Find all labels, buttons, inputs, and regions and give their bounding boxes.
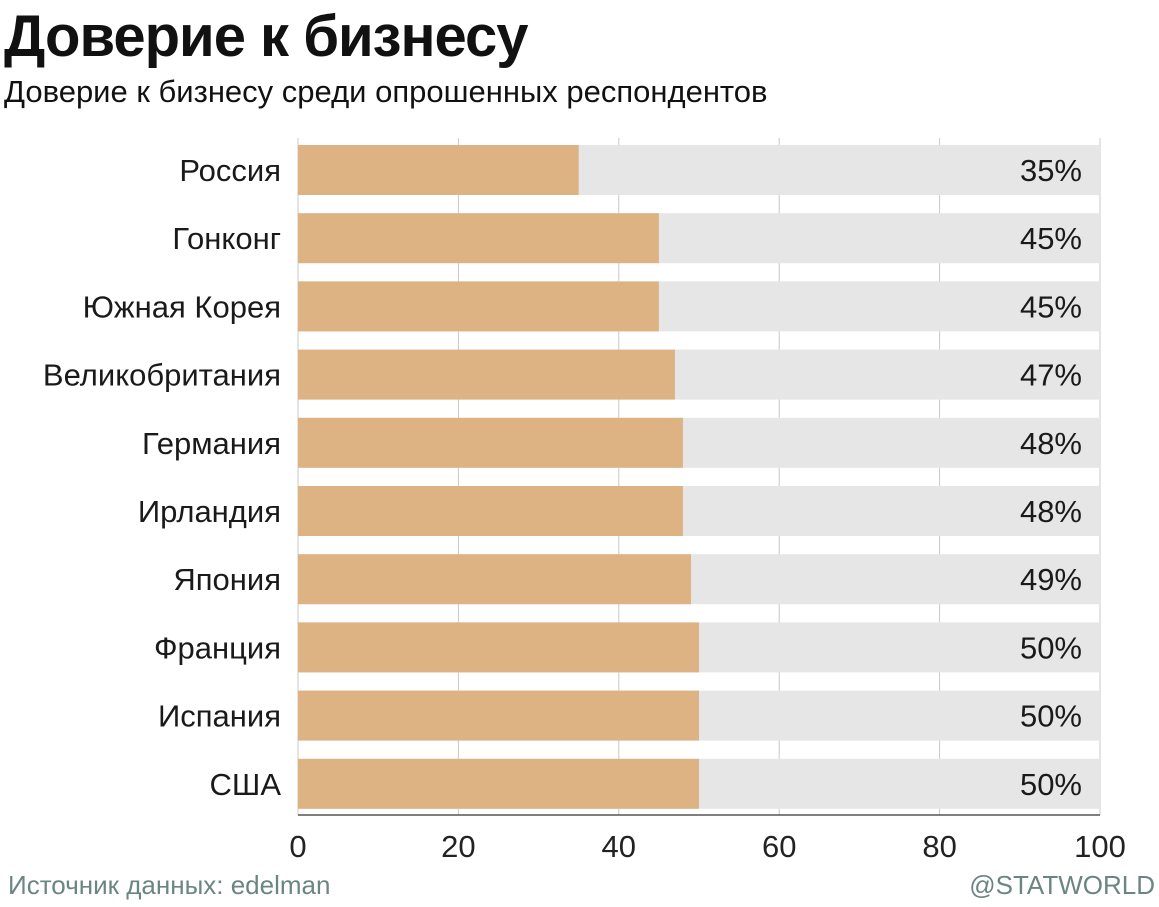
category-label: Япония <box>173 562 281 597</box>
category-label: США <box>210 767 282 802</box>
data-label: 50% <box>1020 699 1082 734</box>
brand-watermark: @STATWORLD <box>969 870 1155 900</box>
category-label: Южная Корея <box>83 289 281 324</box>
chart-subtitle: Доверие к бизнесу среди опрошенных респо… <box>4 74 768 109</box>
data-label: 49% <box>1020 562 1082 597</box>
data-label: 48% <box>1020 494 1082 529</box>
bar <box>298 281 659 332</box>
data-label: 45% <box>1020 221 1082 256</box>
category-label: Гонконг <box>172 221 281 256</box>
bar <box>298 417 683 468</box>
category-label: Германия <box>142 426 281 461</box>
source-note: Источник данных: edelman <box>8 870 331 900</box>
data-label: 47% <box>1020 358 1082 393</box>
category-label: Испания <box>158 699 281 734</box>
bar <box>298 690 699 741</box>
x-tick-label: 80 <box>922 829 956 864</box>
x-tick-label: 40 <box>602 829 636 864</box>
data-label: 48% <box>1020 426 1082 461</box>
chart-title: Доверие к бизнесу <box>4 4 529 69</box>
category-label: Великобритания <box>43 358 281 393</box>
data-label: 50% <box>1020 767 1082 802</box>
bar <box>298 486 683 536</box>
x-tick-label: 100 <box>1074 829 1126 864</box>
data-label: 45% <box>1020 289 1082 324</box>
category-label: Ирландия <box>138 494 281 529</box>
bar <box>298 145 579 195</box>
bar <box>298 349 675 400</box>
x-tick-label: 0 <box>289 829 306 864</box>
category-label: Франция <box>154 630 281 665</box>
x-tick-label: 60 <box>762 829 796 864</box>
bar <box>298 758 699 809</box>
data-label: 35% <box>1020 153 1082 188</box>
data-label: 50% <box>1020 630 1082 665</box>
bar <box>298 622 699 673</box>
bar <box>298 213 659 264</box>
x-tick-label: 20 <box>441 829 475 864</box>
bar <box>298 554 691 605</box>
category-label: Россия <box>179 153 281 188</box>
